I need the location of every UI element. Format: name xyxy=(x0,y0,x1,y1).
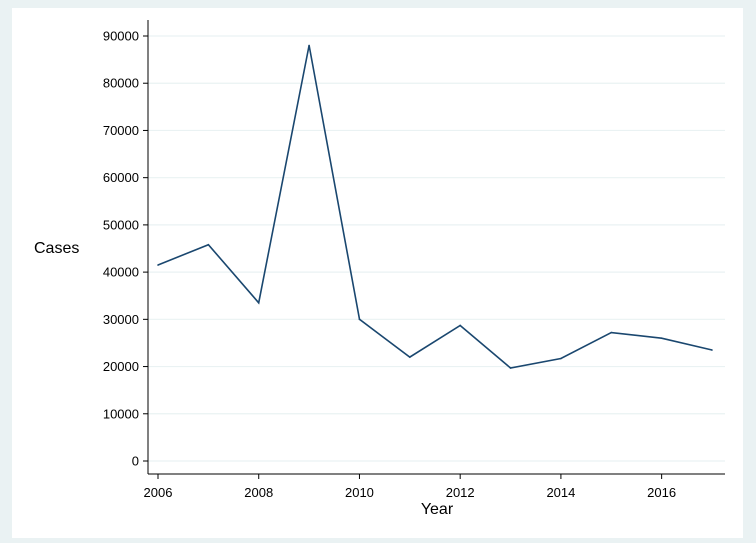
gridlines xyxy=(148,35,725,462)
plot-area xyxy=(12,8,743,538)
data-series xyxy=(157,44,713,369)
data-point xyxy=(660,337,663,340)
data-point xyxy=(409,356,411,358)
x-axis-title: Year xyxy=(421,501,454,518)
x-axis-ticks: 2006 2008 2010 2012 2014 2016 xyxy=(144,474,676,500)
y-axis-ticks: 0 10000 20000 30000 40000 50000 60000 70000 8000… xyxy=(103,29,148,469)
x-tick-label: 2008 xyxy=(244,485,273,500)
y-tick-label: 80000 xyxy=(103,76,139,91)
series-line xyxy=(157,45,713,369)
x-tick-label: 2010 xyxy=(345,485,374,500)
data-point xyxy=(358,318,361,321)
x-tick-label: 2012 xyxy=(446,485,475,500)
y-tick-label: 20000 xyxy=(103,359,139,374)
data-point xyxy=(308,44,310,47)
y-tick-label: 40000 xyxy=(103,265,139,280)
data-point xyxy=(459,324,461,327)
y-tick-label: 50000 xyxy=(103,217,139,232)
x-tick-label: 2014 xyxy=(546,485,575,500)
axes xyxy=(147,20,725,475)
y-tick-label: 10000 xyxy=(103,406,139,421)
data-point xyxy=(157,264,159,266)
y-tick-label: 60000 xyxy=(103,170,139,185)
x-tick-label: 2016 xyxy=(647,485,676,500)
y-axis-title: Cases xyxy=(34,240,79,257)
data-point xyxy=(610,331,613,334)
data-point xyxy=(711,349,713,351)
x-tick-label: 2006 xyxy=(144,485,173,500)
y-tick-label: 0 xyxy=(132,454,139,469)
data-point xyxy=(207,243,210,246)
y-tick-label: 70000 xyxy=(103,123,139,138)
y-tick-label: 30000 xyxy=(103,312,139,327)
data-point xyxy=(257,302,260,304)
y-tick-label: 90000 xyxy=(103,29,139,44)
data-point xyxy=(509,367,512,369)
data-point xyxy=(560,357,562,360)
